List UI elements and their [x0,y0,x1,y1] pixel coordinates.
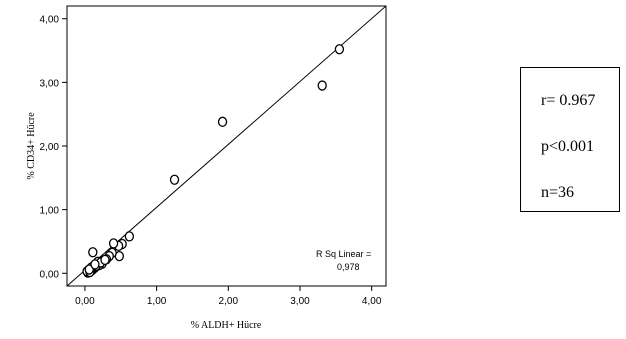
x-tick-label: 0,00 [75,296,95,307]
data-points [82,44,345,278]
x-tick-label: 1,00 [147,296,167,307]
data-point [334,44,345,55]
r-value: r= 0.967 [541,92,596,109]
data-point [88,247,98,258]
data-point [124,231,135,242]
y-tick-label: 0,00 [40,269,60,280]
r-sq-value: 0,978 [337,262,360,272]
y-tick-label: 2,00 [40,142,60,153]
data-point [90,259,100,270]
x-tick-label: 4,00 [362,296,382,307]
data-point [100,254,110,266]
stats-box: r= 0.967 p<0.001 n=36 [520,67,620,212]
n-value: n=36 [541,184,575,201]
x-axis: 0,00 1,00 2,00 3,00 4,00 [75,286,382,307]
p-value: p<0.001 [541,138,595,155]
y-tick-label: 4,00 [40,15,60,26]
x-axis-title: % ALDH+ Hücre [191,320,262,331]
x-tick-label: 3,00 [290,296,310,307]
y-axis-title: % CD34+ Hücre [26,112,37,180]
data-point [169,174,180,185]
y-tick-label: 1,00 [40,206,60,217]
data-point [108,238,119,249]
x-tick-label: 2,00 [219,296,239,307]
data-point [317,80,327,91]
regression-line [66,5,387,287]
data-point [217,116,228,127]
y-tick-label: 3,00 [40,78,60,89]
y-axis: 0,00 1,00 2,00 3,00 4,00 [40,15,67,280]
r-sq-label: R Sq Linear = [316,249,371,259]
